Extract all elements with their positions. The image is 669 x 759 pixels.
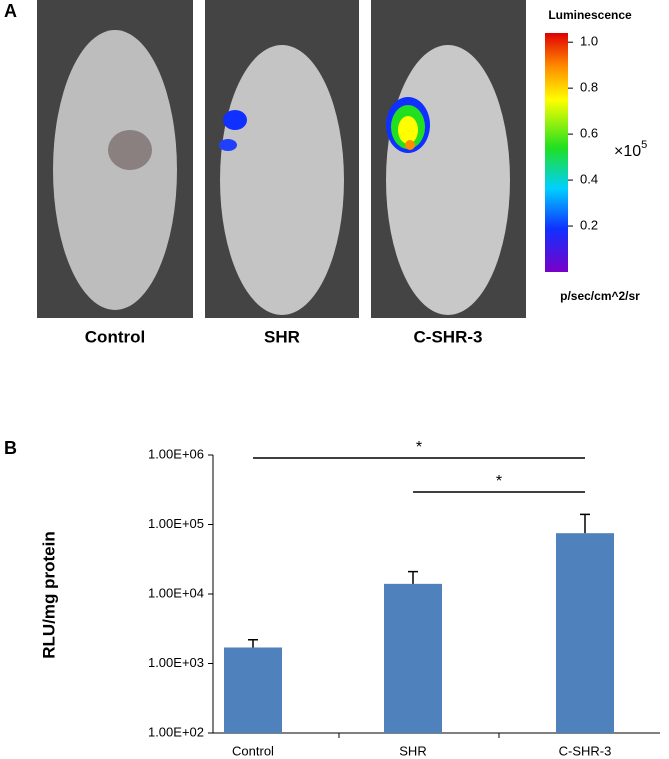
y-tick-label: 1.00E+03: [148, 655, 204, 670]
colorbar-units: p/sec/cm^2/sr: [560, 289, 640, 303]
bar: [224, 647, 282, 733]
x-tick-label: Control: [232, 743, 274, 758]
mouse: [53, 30, 177, 310]
significance-label: *: [416, 439, 422, 456]
signal: [405, 140, 415, 150]
image-label: Control: [85, 327, 145, 346]
y-tick-label: 1.00E+02: [148, 724, 204, 739]
tumor: [108, 130, 152, 170]
error-bar: [580, 513, 590, 534]
mouse-images: [37, 0, 526, 318]
x-tick-label: C-SHR-3: [559, 743, 612, 758]
mouse: [386, 45, 510, 315]
x-tick-label: SHR: [399, 743, 426, 758]
y-tick-label: 1.00E+05: [148, 516, 204, 531]
bar: [556, 533, 614, 733]
image-label: SHR: [264, 327, 300, 346]
colorbar-tick-label: 1.0: [580, 34, 598, 49]
colorbar-title: Luminescence: [548, 8, 632, 22]
colorbar-tick-label: 0.8: [580, 80, 598, 95]
error-bar: [248, 638, 258, 648]
panel-label: B: [4, 438, 17, 458]
bar: [384, 583, 442, 733]
y-axis-label: RLU/mg protein: [39, 531, 58, 659]
signal: [219, 139, 237, 151]
panel-label: A: [4, 1, 17, 21]
colorbar-tick-label: 0.4: [580, 172, 598, 187]
multiplier: ×10: [614, 143, 641, 160]
y-tick-label: 1.00E+06: [148, 446, 204, 461]
significance-label: *: [496, 473, 502, 490]
image-label: C-SHR-3: [414, 327, 483, 346]
colorbar-multiplier: ×105: [614, 139, 647, 160]
signal: [223, 110, 247, 130]
colorbar-tick-label: 0.2: [580, 217, 598, 232]
mouse: [220, 45, 344, 315]
y-tick-label: 1.00E+04: [148, 585, 204, 600]
colorbar-tick-label: 0.6: [580, 126, 598, 141]
colorbar: [545, 33, 568, 272]
signal: [398, 116, 418, 144]
exponent: 5: [641, 139, 647, 151]
error-bar: [408, 570, 418, 584]
